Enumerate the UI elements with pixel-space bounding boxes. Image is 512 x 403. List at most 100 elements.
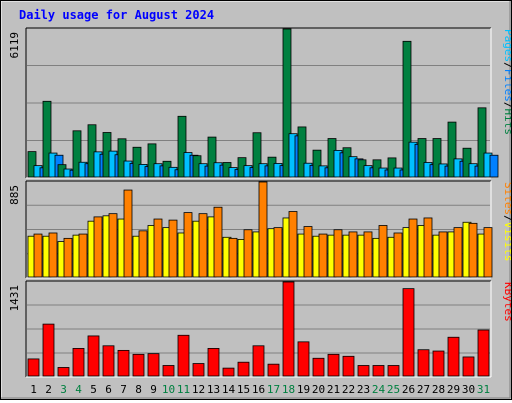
bar-sites-day-3 <box>63 237 73 278</box>
bar-kbytes-day-14 <box>222 367 235 377</box>
bar-sites-day-29 <box>453 227 463 278</box>
x-tick-day-7: 7 <box>120 383 127 396</box>
bar-kbytes-day-6 <box>102 345 115 377</box>
bar-kbytes-day-10 <box>162 365 175 377</box>
bar-kbytes-day-2 <box>42 323 55 377</box>
x-tick-day-4: 4 <box>75 383 82 396</box>
bar-hits-day-7 <box>117 138 127 178</box>
x-tick-day-31: 31 <box>477 383 490 396</box>
x-tick-day-29: 29 <box>447 383 460 396</box>
x-tick-day-13: 13 <box>207 383 220 396</box>
bar-kbytes-day-3 <box>57 367 70 377</box>
legend-entry: Files <box>502 69 511 102</box>
legend-entry: / <box>502 102 511 109</box>
max-value-label: 885 <box>8 185 21 205</box>
legend-panel-2: Sites/Visits <box>502 182 511 262</box>
bar-sites-day-10 <box>168 219 178 278</box>
bar-sites-day-28 <box>438 231 448 278</box>
bar-hits-day-20 <box>312 149 322 178</box>
bar-sites-day-27 <box>423 217 433 278</box>
x-tick-day-15: 15 <box>237 383 250 396</box>
legend-entry: Pages <box>502 29 511 62</box>
bar-hits-day-16 <box>252 132 262 178</box>
max-value-label: 1431 <box>8 285 21 312</box>
bar-kbytes-day-22 <box>342 355 355 377</box>
bar-kbytes-day-21 <box>327 353 340 377</box>
legend-entry: Visits <box>502 222 511 262</box>
legend-entry: Hits <box>502 109 511 136</box>
bar-kbytes-day-26 <box>402 288 415 377</box>
x-tick-day-19: 19 <box>297 383 310 396</box>
legend-panel-3: KBytes <box>502 282 511 322</box>
x-tick-day-3: 3 <box>60 383 67 396</box>
bar-sites-day-12 <box>198 213 208 278</box>
bar-hits-day-18 <box>282 28 292 178</box>
bar-sites-day-23 <box>363 231 373 278</box>
bar-kbytes-day-4 <box>72 348 85 377</box>
x-tick-day-1: 1 <box>30 383 37 396</box>
bar-hits-day-9 <box>147 143 157 178</box>
bar-kbytes-day-13 <box>207 348 220 377</box>
bar-sites-day-22 <box>348 231 358 278</box>
x-axis-labels: 1 2 3 4 5 6 7 8 9 10 11 12 13 14 15 16 17 18 19 20 21 22 23 24 2… <box>30 383 490 396</box>
bar-sites-day-21 <box>333 229 343 278</box>
x-tick-day-20: 20 <box>312 383 325 396</box>
bar-kbytes-day-19 <box>297 341 310 377</box>
bar-hits-day-11 <box>177 115 187 178</box>
bar-sites-day-5 <box>93 216 103 278</box>
bar-kbytes-day-12 <box>192 363 205 377</box>
x-tick-day-21: 21 <box>327 383 340 396</box>
x-tick-day-17: 17 <box>267 383 280 396</box>
bar-kbytes-day-25 <box>387 365 400 377</box>
chart-title: Daily usage for August 2024 <box>19 8 214 22</box>
legend-entry: KBytes <box>502 282 511 322</box>
bar-kbytes-day-5 <box>87 335 100 377</box>
bar-sites-day-30 <box>468 222 478 278</box>
max-value-label: 6119 <box>8 32 21 59</box>
bar-sites-day-18 <box>288 211 298 278</box>
bar-hits-day-1 <box>27 151 37 178</box>
bar-kbytes-day-30 <box>462 356 475 377</box>
bar-sites-day-6 <box>108 213 118 278</box>
bar-hits-day-31 <box>477 107 487 178</box>
bar-sites-day-25 <box>393 232 403 278</box>
bar-kbytes-day-23 <box>357 365 370 377</box>
bar-sites-day-24 <box>378 225 388 278</box>
x-tick-day-25: 25 <box>387 383 400 396</box>
bar-sites-day-14 <box>228 237 238 278</box>
x-tick-day-2: 2 <box>45 383 52 396</box>
bar-hits-day-28 <box>432 138 442 178</box>
bar-hits-day-26 <box>402 40 412 178</box>
bar-sites-day-2 <box>48 232 58 278</box>
legend-panel-1: Pages/Files/Hits <box>502 29 511 135</box>
x-tick-day-24: 24 <box>372 383 386 396</box>
x-tick-day-16: 16 <box>252 383 265 396</box>
x-tick-day-26: 26 <box>402 383 415 396</box>
bar-kbytes-day-7 <box>117 349 130 377</box>
legend-entry: / <box>502 62 511 69</box>
bar-sites-day-15 <box>243 229 253 278</box>
bar-sites-day-31 <box>483 227 493 278</box>
bar-sites-day-17 <box>273 227 283 278</box>
bar-hits-day-2 <box>42 100 52 178</box>
x-tick-day-10: 10 <box>162 383 175 396</box>
bar-kbytes-day-29 <box>447 336 460 377</box>
x-tick-day-14: 14 <box>222 383 236 396</box>
bar-hits-day-30 <box>462 147 472 178</box>
panel-3: 1431 KBytes <box>8 280 512 378</box>
bar-sites-day-7 <box>123 189 133 278</box>
bar-kbytes-day-16 <box>252 345 265 377</box>
x-tick-day-22: 22 <box>342 383 355 396</box>
bar-sites-day-19 <box>303 226 313 278</box>
bar-sites-day-26 <box>408 218 418 278</box>
bar-sites-day-8 <box>138 230 148 278</box>
bar-kbytes-day-27 <box>417 349 430 377</box>
bar-kbytes-day-24 <box>372 365 385 377</box>
bar-kbytes-day-31 <box>477 329 490 377</box>
bar-sites-day-1 <box>33 233 43 278</box>
bar-hits-day-19 <box>297 126 307 178</box>
bar-kbytes-day-20 <box>312 357 325 377</box>
